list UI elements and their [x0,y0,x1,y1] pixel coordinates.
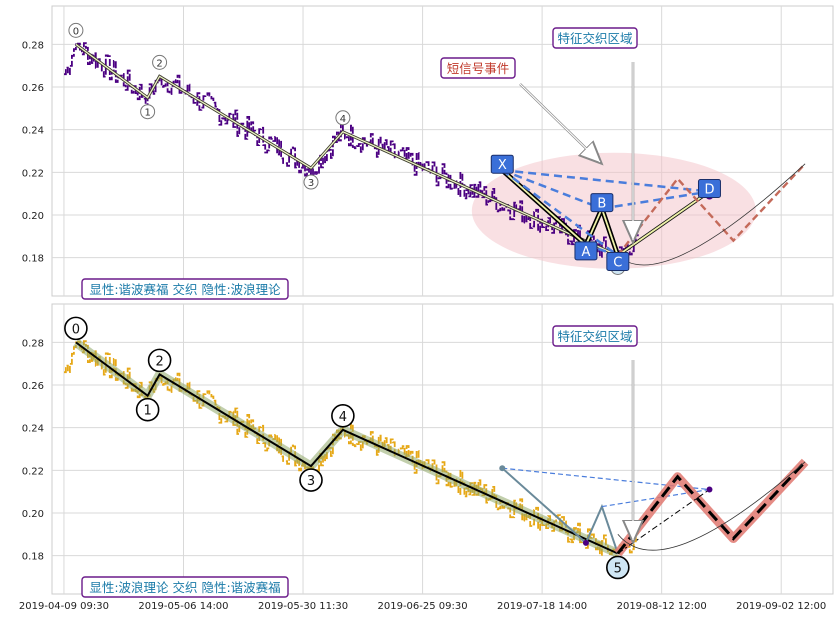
legend-box [81,576,289,598]
x-tick-label: 2019-06-25 09:30 [378,601,468,612]
wave-label-circle [147,348,172,373]
harmonic-d-dot [706,486,713,493]
harmonic-point-box-X [490,154,514,174]
x-tick-label: 2019-05-30 11:30 [258,601,348,612]
harmonic-a-dot [582,539,589,546]
wave-label-2: 2 [155,354,163,369]
y-tick-label: 0.18 [22,254,44,265]
feature-zone-label-box [552,325,638,347]
plot-area [51,303,834,595]
x-tick-label: 2019-04-09 09:30 [19,601,109,612]
projection-band [614,458,809,557]
legend-box [81,278,289,300]
short-signal-label: 短信号事件 [447,61,510,76]
harmonic-ratio-line [502,467,710,491]
harmonic-point-label-D: D [704,183,714,198]
legend-label: 显性:波浪理论 交织 隐性:谐波赛福 [89,580,280,595]
harmonic-point-box-A [574,241,598,261]
y-tick-label: 0.22 [22,168,44,179]
harmonic-point-label-B: B [597,197,606,212]
plot-area [51,5,834,297]
wave-label-2: 2 [156,58,162,69]
y-tick-label: 0.24 [22,424,44,435]
y-tick-label: 0.18 [22,552,44,563]
wave-label-circle [606,555,630,580]
wave-label-3: 3 [307,474,315,489]
wave-zigzag-line [75,341,619,555]
wave-label-circle [135,397,160,422]
x-tick-label: 2019-09-02 12:00 [736,601,826,612]
feature-zone-label: 特征交织区域 [557,31,632,46]
harmonic-x-dot [499,465,506,472]
y-tick-label: 0.20 [22,211,44,222]
harmonic-ratio-line [601,190,710,210]
harmonic-point-label-C: C [613,255,622,270]
short-signal-arrow-inner [519,83,601,163]
y-tick-label: 0.28 [22,40,44,51]
harmonic-point-label-X: X [498,158,507,173]
y-tick-label: 0.26 [22,381,44,392]
y-tick-label: 0.26 [22,83,44,94]
wave-label-0: 0 [73,26,79,37]
harmonic-reference-line [501,467,619,554]
bottom-panel: 0.28 0.26 0.24 0.22 0.20 0.18 0 1 2 3 4 5 特征交织区域显性:波… [22,303,834,598]
harmonic-ratio-line [501,169,603,210]
harmonic-ratio-line [501,169,619,257]
wave-label-1: 1 [143,404,151,419]
short-signal-box [440,57,516,79]
y-tick-label: 0.24 [22,126,44,137]
projection-curve [617,163,806,266]
harmonic-point-box-D [697,179,721,199]
wave-label-circle [299,468,323,492]
wave-label-1: 1 [144,108,150,119]
feature-zone-label-box [552,27,638,49]
feature-zone-label: 特征交织区域 [557,329,632,344]
projection-line [616,162,806,257]
harmonic-point-box-C [606,251,630,271]
y-tick-label: 0.20 [22,509,44,520]
x-axis: 2019-04-09 09:30 2019-05-06 14:00 2019-05-… [19,601,826,612]
wave-label-circle [68,22,84,38]
x-tick-label: 2019-05-06 14:00 [138,601,228,612]
wave-label-circle [140,104,156,120]
harmonic-ratio-line [502,168,710,193]
wave-label-4: 4 [339,410,347,425]
y-tick-label: 0.22 [22,466,44,477]
harmonic-point-label-A: A [581,245,590,260]
wave-label-circle [64,316,88,341]
y-tick-label: 0.28 [22,338,44,349]
wave-label-circle [152,54,168,70]
wave-zigzag-line [75,43,619,257]
wave-label-circle [303,174,319,190]
top-panel: 0.28 0.26 0.24 0.22 0.20 0.18 0 1 2 3 4 X A B C D 特征交织区域… [22,5,834,300]
wave-label-circle [331,404,355,428]
harmonic-point-box-B [590,193,614,213]
x-tick-label: 2019-07-18 14:00 [497,601,587,612]
legend-label: 显性:谐波赛福 交织 隐性:波浪理论 [89,282,281,297]
wave-label-circle [335,110,351,126]
wave-label-0: 0 [72,322,80,337]
wave-label-4: 4 [340,114,346,125]
wave-label-5: 5 [614,561,622,576]
x-tick-label: 2019-08-12 12:00 [617,601,707,612]
feature-zone-ellipse [471,152,756,269]
wave-label-3: 3 [308,178,314,189]
